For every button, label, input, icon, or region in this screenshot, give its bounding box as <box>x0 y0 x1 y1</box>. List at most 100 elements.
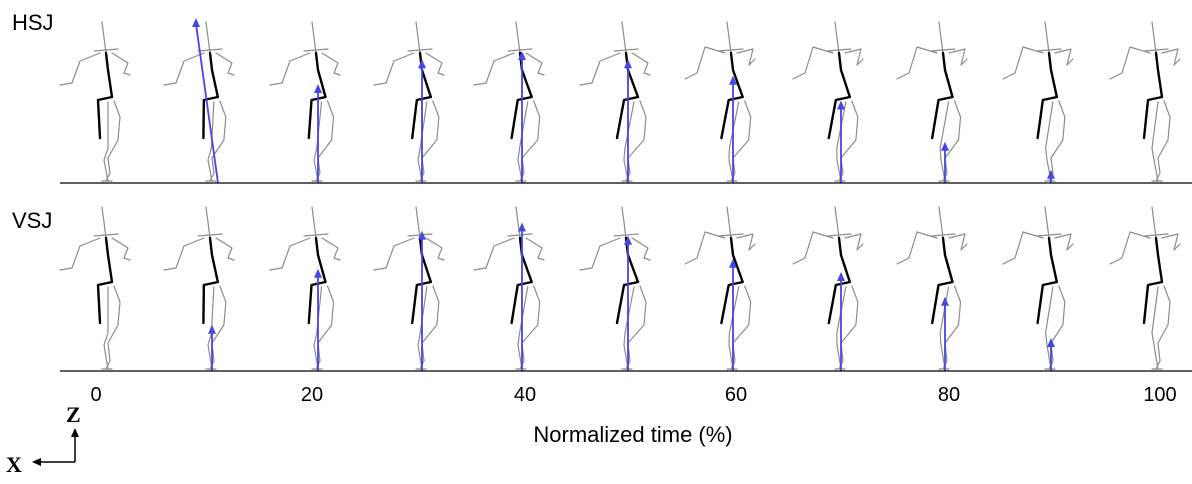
right-arm <box>215 237 235 261</box>
trunk-thigh <box>202 51 220 140</box>
skeleton-figure <box>269 206 341 370</box>
skeleton-figure <box>373 21 445 182</box>
trunk-thigh <box>96 236 114 325</box>
tick-20: 20 <box>300 384 324 406</box>
force-arrowhead <box>837 100 845 110</box>
skeleton-figure <box>373 206 445 370</box>
trunk-thigh <box>827 51 852 140</box>
head-neck <box>1044 21 1050 54</box>
skeleton-figure <box>163 21 235 182</box>
left-arm <box>59 52 101 86</box>
head-neck <box>415 21 421 54</box>
force-arrowhead <box>208 324 216 334</box>
force-arrowhead <box>729 75 737 85</box>
left-leg <box>730 100 752 182</box>
left-arm <box>1002 231 1044 265</box>
head-neck <box>621 21 627 54</box>
left-leg <box>209 285 227 370</box>
skeleton-figure <box>473 21 545 182</box>
force-arrowhead <box>192 18 200 27</box>
left-leg <box>730 285 752 370</box>
right-arm <box>525 52 545 76</box>
x-axis-label: Normalized time (%) <box>533 422 733 447</box>
right-leg <box>1151 286 1159 370</box>
right-leg <box>207 101 215 182</box>
left-arm <box>269 237 311 271</box>
skeleton-figure <box>684 21 756 182</box>
left-leg <box>209 100 227 182</box>
force-arrowhead <box>729 258 737 268</box>
skeleton-figure <box>163 206 235 370</box>
head-neck <box>311 206 317 239</box>
right-arm <box>321 52 341 76</box>
skeleton-figure <box>1002 206 1074 370</box>
force-arrowhead <box>314 268 322 278</box>
force-arrowhead <box>624 235 632 245</box>
tick-60: 60 <box>724 384 748 406</box>
left-leg <box>105 100 121 182</box>
force-arrowhead <box>624 59 632 69</box>
trunk-thigh <box>931 51 954 140</box>
force-arrowhead <box>941 141 949 151</box>
trunk-thigh <box>1036 51 1059 140</box>
force-arrowhead <box>1047 338 1055 347</box>
left-arm <box>163 237 205 271</box>
left-arm <box>373 237 415 271</box>
trunk-thigh <box>720 51 744 140</box>
left-leg <box>625 100 647 182</box>
left-arm <box>792 231 834 265</box>
left-leg <box>838 285 859 370</box>
right-arm <box>948 48 968 66</box>
left-arm <box>1109 46 1151 80</box>
left-arm <box>373 52 415 86</box>
force-arrowhead <box>418 230 426 240</box>
right-arm <box>321 237 341 261</box>
left-leg <box>838 100 859 182</box>
right-leg <box>207 286 215 370</box>
right-arm <box>1161 48 1181 66</box>
right-arm <box>1054 48 1074 66</box>
tick-0: 0 <box>90 384 102 406</box>
trunk-thigh <box>202 236 220 325</box>
head-neck <box>938 206 944 239</box>
head-neck <box>1151 21 1157 54</box>
left-leg <box>519 285 541 370</box>
left-arm <box>1109 231 1151 265</box>
trunk-thigh <box>96 51 114 140</box>
left-leg <box>419 285 440 370</box>
skeleton-figure <box>792 206 864 370</box>
head-neck <box>621 206 627 239</box>
right-leg <box>417 101 428 182</box>
z-axis-letter: Z <box>66 402 81 427</box>
skeleton-figure <box>269 21 341 182</box>
head-neck <box>101 206 107 239</box>
right-arm <box>425 237 445 261</box>
right-leg <box>417 286 428 370</box>
head-neck <box>1151 206 1157 239</box>
left-leg <box>625 285 647 370</box>
right-leg <box>517 286 529 370</box>
head-neck <box>205 21 211 54</box>
right-leg <box>728 101 740 182</box>
trunk-thigh <box>931 236 954 325</box>
trunk-thigh <box>827 236 852 325</box>
right-arm <box>736 233 756 251</box>
left-leg <box>315 100 335 182</box>
force-arrowhead <box>837 272 845 281</box>
skeleton-figure <box>792 21 864 182</box>
left-arm <box>473 237 515 271</box>
left-arm <box>473 52 515 86</box>
tick-80: 80 <box>937 384 961 406</box>
left-arm <box>896 231 938 265</box>
head-neck <box>515 21 521 54</box>
head-neck <box>726 21 732 54</box>
right-arm <box>111 237 131 261</box>
x-axis-letter: X <box>6 452 22 477</box>
left-arm <box>1002 46 1044 80</box>
head-neck <box>726 206 732 239</box>
left-arm <box>684 231 726 265</box>
trunk-thigh <box>1142 51 1164 140</box>
trunk-thigh <box>1036 236 1059 325</box>
right-leg <box>313 286 323 370</box>
left-arm <box>59 237 101 271</box>
